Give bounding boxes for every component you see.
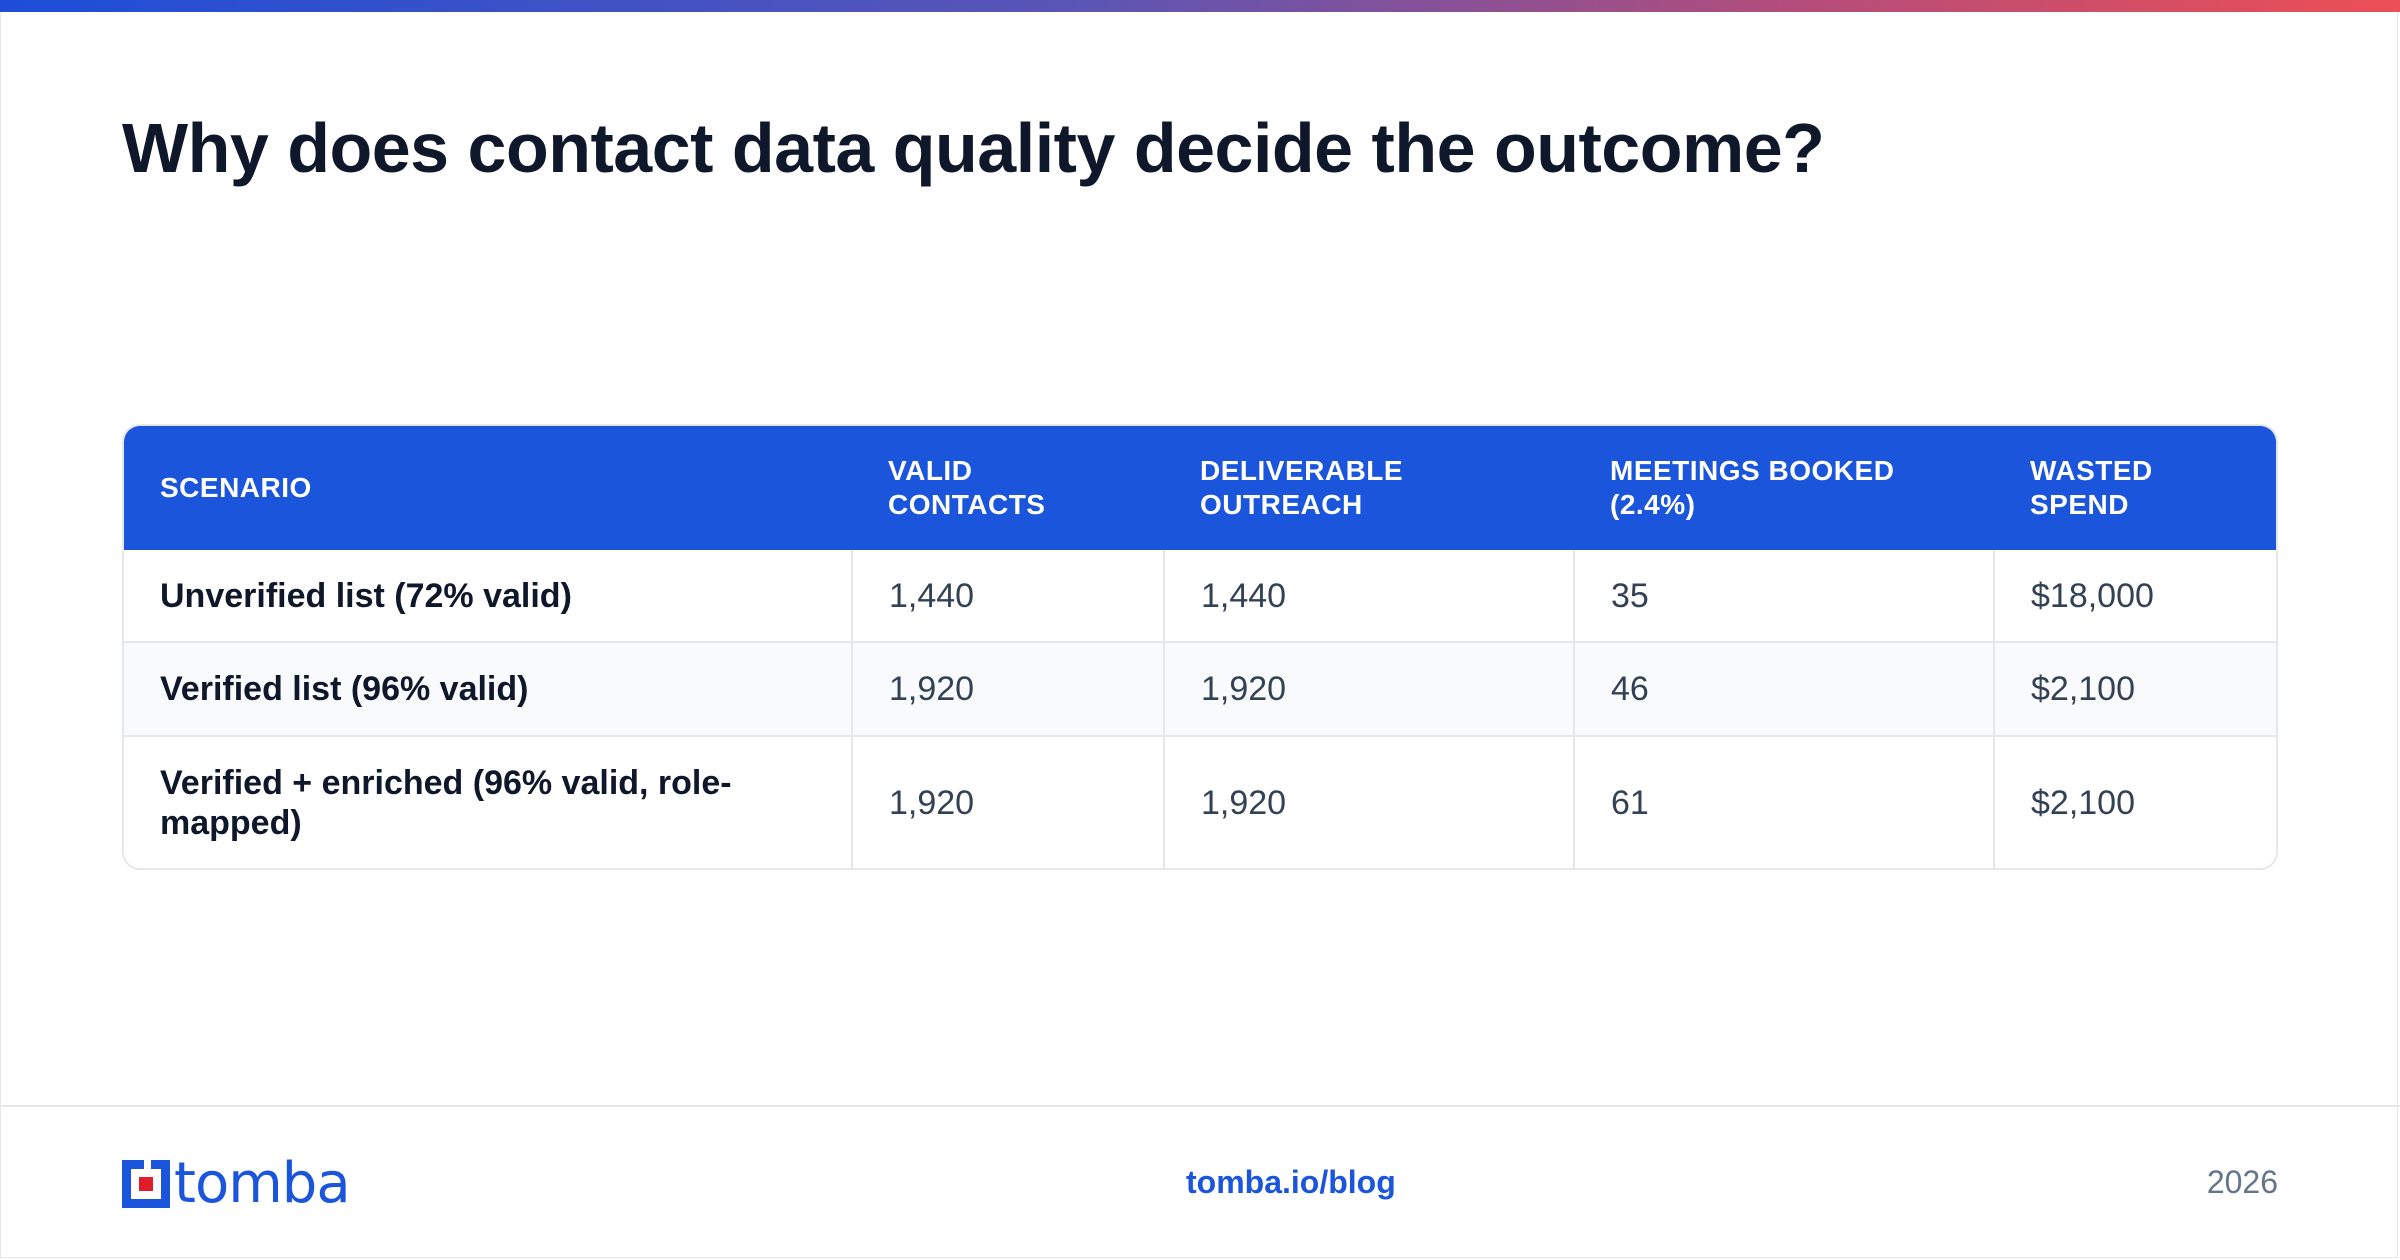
cell-valid-contacts: 1,920: [852, 641, 1165, 736]
footer-year: 2026: [2206, 1164, 2278, 1200]
header-deliverable-outreach: DELIVERABLE OUTREACH: [1200, 455, 1404, 520]
cell-valid-contacts: 1,440: [852, 550, 1165, 642]
table-header-row: SCENARIO VALID CONTACTS DELIVERABLE OUTR…: [124, 426, 2276, 550]
cell-scenario: Verified list (96% valid): [124, 641, 853, 736]
header-wasted-spend: WASTED SPEND: [2030, 455, 2153, 520]
header-valid-contacts: VALID CONTACTS: [888, 455, 1046, 520]
header-scenario: SCENARIO: [160, 472, 312, 503]
cell-deliverable-outreach: 1,920: [1164, 735, 1575, 868]
blog-link[interactable]: tomba.io/blog: [1186, 1164, 1396, 1200]
cell-scenario: Unverified list (72% valid): [124, 550, 853, 642]
cell-wasted-spend: $2,100: [1994, 735, 2276, 868]
table-row: Unverified list (72% valid) 1,440 1,440 …: [124, 550, 2276, 642]
cell-meetings-booked: 46: [1574, 641, 1995, 736]
tomba-logo: tomba: [122, 1151, 351, 1216]
footer-divider: [0, 1105, 2400, 1107]
table-row: Verified + enriched (96% valid, role-map…: [124, 735, 2276, 868]
cell-wasted-spend: $2,100: [1994, 641, 2276, 736]
cell-meetings-booked: 61: [1574, 735, 1995, 868]
comparison-table: SCENARIO VALID CONTACTS DELIVERABLE OUTR…: [122, 424, 2278, 870]
table-row: Verified list (96% valid) 1,920 1,920 46…: [124, 641, 2276, 736]
tomba-logo-mark-icon: [122, 1160, 170, 1208]
page-title: Why does contact data quality decide the…: [122, 109, 1825, 187]
cell-deliverable-outreach: 1,440: [1164, 550, 1575, 642]
cell-meetings-booked: 35: [1574, 550, 1995, 642]
header-meetings-booked: MEETINGS BOOKED (2.4%): [1610, 455, 1895, 520]
cell-deliverable-outreach: 1,920: [1164, 641, 1575, 736]
cell-valid-contacts: 1,920: [852, 735, 1165, 868]
gradient-top-bar: [0, 0, 2400, 12]
cell-wasted-spend: $18,000: [2031, 576, 2154, 615]
cell-scenario: Verified + enriched (96% valid, role-map…: [124, 735, 853, 868]
logo-wordmark: tomba: [174, 1151, 351, 1216]
